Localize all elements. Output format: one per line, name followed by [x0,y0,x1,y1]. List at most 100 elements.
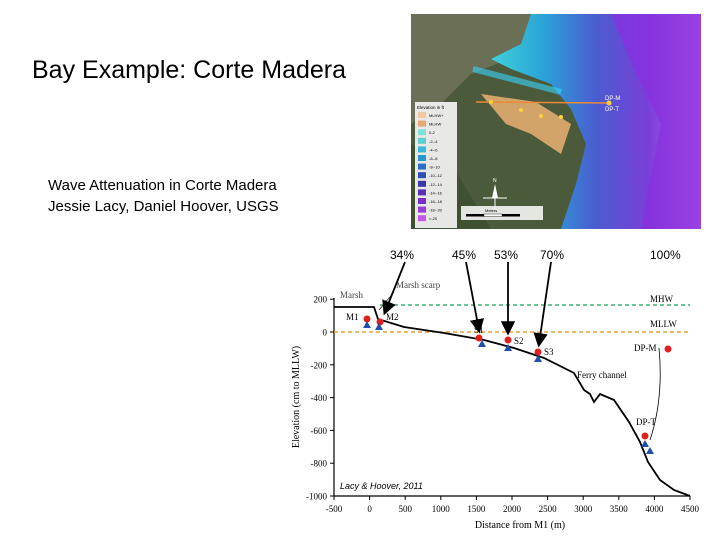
station-label-m1: M1 [346,312,359,322]
marker-blue-s2 [504,344,512,351]
marker-red-s3 [534,348,542,356]
legend-entry: -18--20 [429,208,443,213]
citation-label: Lacy & Hoover, 2011 [340,481,423,491]
marker-blue-m1 [363,321,371,328]
x-tick-label: 4000 [645,504,664,514]
marker-blue-m2 [375,323,383,330]
x-tick-label: 3500 [610,504,629,514]
legend-entry: -8--10 [429,165,440,170]
marsh-scarp-pointer [378,291,395,311]
marker-red-m1 [363,315,371,323]
bathymetry-map: DP-M DP-T Elevation in ft MLHW+ MLHW 0-2 -2… [411,14,701,229]
subtitle-line-1: Wave Attenuation in Corte Madera [48,177,277,194]
legend-swatch [418,146,426,153]
x-tick-label: 2000 [503,504,522,514]
ferry-channel-path [472,66,562,95]
legend-title: Elevation in ft [417,105,445,110]
marker-red-s1 [475,334,483,342]
legend-rows: MLHW+ MLHW 0-2 -2--4 -4--6 -6--8 -8--10 -10--12… [418,112,444,222]
y-tick-label: 200 [314,295,328,305]
station-label-m2: M2 [386,312,399,322]
x-tick-label: 4500 [681,504,700,514]
y-tick-label: -400 [311,393,328,403]
scale-label: Meters [485,208,497,213]
marsh-label: Marsh [340,290,363,300]
urban-area [411,14,531,124]
marker-blue-dp-t-lower [646,447,654,454]
map-legend: Elevation in ft MLHW+ MLHW 0-2 -2--4 -4--6 -6… [415,102,457,228]
marker-red-dp-m [664,345,672,353]
station-label-dp-m: DP-M [634,343,657,353]
y-tick-label: -1000 [306,492,327,502]
slide-subtitle: Wave Attenuation in Corte Madera Jessie … [48,175,279,217]
elevation-profile: 2000-200-400-600-800-1000 -500 0 500 1000 15… [291,280,700,531]
y-tick-label: -200 [311,360,328,370]
y-ticks: 200 0 -200 -400 -600 -800 -1000 [306,295,334,502]
mudflat [481,94,571,154]
x-tick-label: 500 [398,504,412,514]
marsh-scarp-label: Marsh scarp [396,280,441,290]
legend-entry: -6--8 [429,156,438,161]
map-station-dot [539,114,543,118]
legend-swatch [418,112,426,118]
x-tick-label: 1000 [432,504,451,514]
subtitle-line-2: Jessie Lacy, Daniel Hoover, USGS [48,198,279,215]
ground-profile-line [334,306,691,497]
mllw-label: MLLW [650,319,677,329]
marker-red-m2 [376,318,384,326]
station-label-dp-t: DP-T [636,417,657,427]
svg-text:N: N [493,178,497,184]
legend-swatch [418,189,426,196]
y-tick-label: 0 [323,328,328,338]
percentage-label-53: 53% [494,248,519,262]
station-label-s2: S2 [514,336,524,346]
mhw-label: MHW [650,294,674,304]
map-label-dp-m: DP-M [605,96,620,102]
legend-swatch [418,137,426,144]
marker-blue-dp-t-upper [641,440,649,447]
legend-entry: MLHW+ [429,113,444,118]
legend-entry: -12--14 [429,182,443,187]
legend-swatch [418,215,426,222]
legend-swatch [418,180,426,187]
percentage-label-34: 34% [390,248,415,262]
scale-bar: Meters [461,206,543,220]
legend-swatch [418,129,426,136]
x-axis-label: Distance from M1 (m) [475,520,565,531]
legend-entry: -4--6 [429,147,438,152]
marker-red-s2 [504,336,512,344]
y-tick-label: -800 [311,459,328,469]
map-station-dot [489,100,493,104]
x-tick-label: 3000 [574,504,593,514]
percentage-label-70: 70% [540,248,565,262]
deep-water [611,14,701,229]
marker-blue-s1 [478,340,486,347]
percentage-label-45: 45% [452,248,477,262]
map-station-dot [559,115,563,119]
y-tick-label: -600 [311,426,328,436]
legend-swatch [418,155,426,161]
x-tick-label: 0 [367,504,372,514]
legend-entry: -14--16 [429,190,443,195]
x-tick-label: 1500 [467,504,486,514]
x-tick-label: 2500 [539,504,558,514]
legend-entry: 0-2 [429,130,436,135]
map-station-dot [606,100,612,106]
station-markers [363,315,672,454]
legend-entry: <-20 [429,216,438,221]
station-label-s1: S1 [474,325,484,335]
map-label-dp-t: DP-T [605,107,619,113]
transect-line [475,101,610,104]
marker-blue-s3 [534,355,542,362]
legend-swatch [418,163,426,170]
legend-entry: MLHW [429,122,441,127]
x-tick-label: -500 [326,504,343,514]
y-axis-label: Elevation (cm to MLLW) [291,346,302,448]
legend-swatch [418,206,426,213]
map-station-dot [519,108,523,112]
dp-leader-line [649,347,661,441]
station-label-s3: S3 [544,347,554,357]
legend-entry: -16--18 [429,199,443,204]
legend-entry: -2--4 [429,139,438,144]
